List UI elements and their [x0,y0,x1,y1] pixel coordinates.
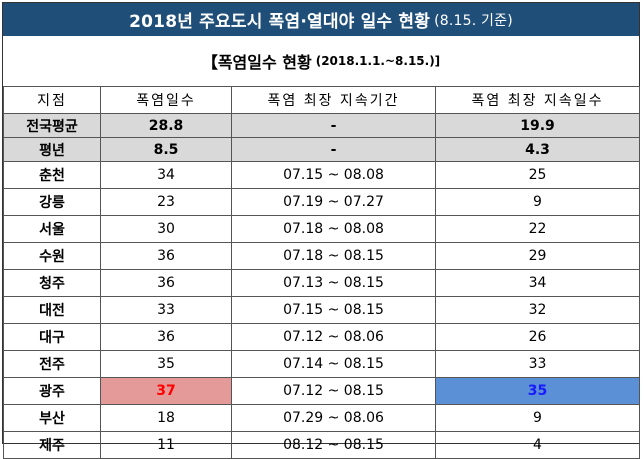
longest-streak-cell: 4.3 [435,137,640,162]
report-date-note: (8.15. 기준) [434,12,513,29]
longest-streak-cell: 26 [435,323,640,351]
heatwave-days-cell: 35 [100,350,232,378]
table-row-average: 전국평균 28.8-19.9 [3,113,640,138]
table-row: 제주 11 08.12 ~ 08.15 4 [3,431,640,459]
longest-streak-cell: 9 [435,188,640,216]
table-row: 춘천 34 07.15 ~ 08.08 25 [3,161,640,189]
table-row: 청주 36 07.13 ~ 08.15 34 [3,269,640,297]
longest-period-cell: 07.13 ~ 08.15 [231,269,436,297]
station-name-cell: 전주 [3,350,101,378]
heatwave-days-cell: 8.5 [100,137,232,162]
station-name-cell: 광주 [3,377,101,405]
longest-period-cell: 07.29 ~ 08.06 [231,404,436,432]
longest-streak-cell: 32 [435,296,640,324]
station-name-cell: 전국평균 [3,113,101,138]
station-name-cell: 평년 [3,137,101,162]
section-title: 【폭염일수 현황 [201,53,312,72]
heatwave-days-cell: 36 [100,323,232,351]
longest-streak-cell: 29 [435,242,640,270]
column-header-station: 지점 [3,86,101,114]
table-row: 대구 36 07.12 ~ 08.06 26 [3,323,640,351]
longest-period-cell: 07.18 ~ 08.08 [231,215,436,243]
table-body: 전국평균 28.8-19.9 평년 8.5-4.3 춘천 34 07.15 ~ 08.08 2… [3,113,640,459]
column-header-days: 폭염일수 [100,86,232,114]
table-row-average: 평년 8.5-4.3 [3,137,640,162]
table-row: 수원 36 07.18 ~ 08.15 29 [3,242,640,270]
longest-streak-cell: 35 [435,377,640,405]
longest-period-cell: - [231,113,436,138]
longest-period-cell: 07.14 ~ 08.15 [231,350,436,378]
table-row: 대전 33 07.15 ~ 08.15 32 [3,296,640,324]
longest-streak-cell: 22 [435,215,640,243]
station-name-cell: 대구 [3,323,101,351]
station-name-cell: 부산 [3,404,101,432]
station-name-cell: 청주 [3,269,101,297]
longest-period-cell: - [231,137,436,162]
table-row: 부산 18 07.29 ~ 08.06 9 [3,404,640,432]
station-name-cell: 제주 [3,431,101,459]
longest-streak-cell: 19.9 [435,113,640,138]
table-row: 강릉 23 07.19 ~ 07.27 9 [3,188,640,216]
table-row: 전주 35 07.14 ~ 08.15 33 [3,350,640,378]
column-header-streak: 폭염 최장 지속일수 [435,86,640,114]
heatwave-days-cell: 28.8 [100,113,232,138]
longest-period-cell: 07.19 ~ 07.27 [231,188,436,216]
heatwave-days-cell: 23 [100,188,232,216]
report-title: 2018년 주요도시 폭염·열대야 일수 현황 [129,12,431,32]
heatwave-days-cell: 34 [100,161,232,189]
heatwave-days-cell: 30 [100,215,232,243]
table-header-row: 지점 폭염일수 폭염 최장 지속기간 폭염 최장 지속일수 [3,86,640,114]
longest-period-cell: 07.18 ~ 08.15 [231,242,436,270]
station-name-cell: 대전 [3,296,101,324]
table-row: 광주 37 07.12 ~ 08.15 35 [3,377,640,405]
longest-streak-cell: 33 [435,350,640,378]
heatwave-days-cell: 18 [100,404,232,432]
table-row: 서울 30 07.18 ~ 08.08 22 [3,215,640,243]
heatwave-table: 지점 폭염일수 폭염 최장 지속기간 폭염 최장 지속일수 전국평균 28.8-1… [3,86,640,459]
station-name-cell: 수원 [3,242,101,270]
longest-streak-cell: 34 [435,269,640,297]
longest-period-cell: 07.12 ~ 08.06 [231,323,436,351]
heatwave-days-cell: 36 [100,242,232,270]
report-title-bar: 2018년 주요도시 폭염·열대야 일수 현황 (8.15. 기준) [3,3,639,36]
longest-period-cell: 07.15 ~ 08.08 [231,161,436,189]
section-heading: 【폭염일수 현황 (2018.1.1.~8.15.)] [3,36,639,86]
longest-period-cell: 07.15 ~ 08.15 [231,296,436,324]
section-range: (2018.1.1.~8.15.)] [315,54,441,68]
longest-streak-cell: 9 [435,404,640,432]
heatwave-days-cell: 11 [100,431,232,459]
heatwave-days-cell: 33 [100,296,232,324]
longest-streak-cell: 4 [435,431,640,459]
heatwave-days-cell: 36 [100,269,232,297]
heatwave-days-cell: 37 [100,377,232,405]
longest-period-cell: 07.12 ~ 08.15 [231,377,436,405]
station-name-cell: 서울 [3,215,101,243]
column-header-period: 폭염 최장 지속기간 [231,86,436,114]
station-name-cell: 춘천 [3,161,101,189]
longest-streak-cell: 25 [435,161,640,189]
longest-period-cell: 08.12 ~ 08.15 [231,431,436,459]
station-name-cell: 강릉 [3,188,101,216]
